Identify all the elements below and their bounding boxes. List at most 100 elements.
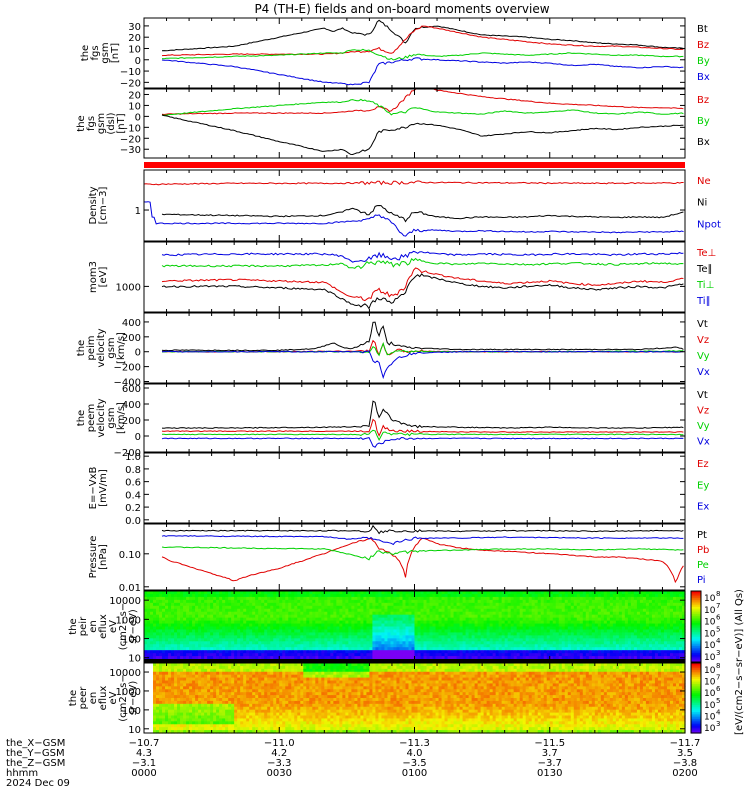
heatmap-cell [432, 629, 437, 634]
heatmap-cell [372, 623, 377, 628]
heatmap-cell [432, 626, 437, 631]
heatmap-cell [294, 608, 298, 613]
heatmap-cell [591, 629, 596, 634]
heatmap-cell [267, 591, 271, 595]
heatmap-cell [540, 644, 545, 648]
heatmap-cell [588, 602, 593, 607]
heatmap-cell [288, 638, 292, 642]
heatmap-cell [420, 617, 425, 622]
heatmap-cell [486, 591, 491, 595]
heatmap-cell [564, 632, 569, 636]
heatmap-cell [201, 591, 205, 595]
heatmap-cell [213, 614, 217, 619]
heatmap-cell [255, 623, 259, 628]
y-axis-label: E=−VxB [88, 467, 99, 510]
heatmap-cell [171, 641, 175, 645]
heatmap-cell [444, 647, 449, 651]
heatmap-cell [468, 620, 473, 625]
heatmap-cell [246, 629, 250, 634]
heatmap-cell [429, 611, 434, 616]
heatmap-cell [339, 650, 343, 654]
heatmap-cell [450, 632, 455, 636]
heatmap-cell [231, 602, 235, 607]
heatmap-cell [216, 611, 220, 616]
heatmap-cell [171, 596, 175, 601]
heatmap-cell [588, 626, 593, 631]
heatmap-cell [456, 614, 461, 619]
heatmap-cell [372, 653, 377, 657]
heatmap-cell [246, 593, 250, 598]
heatmap-cell [342, 608, 346, 613]
heatmap-cell [210, 605, 214, 610]
heatmap-cell [300, 638, 304, 642]
heatmap-cell [318, 629, 322, 634]
heatmap-cell [222, 614, 226, 619]
heatmap-cell [435, 617, 440, 622]
heatmap-cell [666, 656, 671, 660]
heatmap-cell [321, 656, 325, 660]
heatmap-cell [681, 644, 686, 648]
heatmap-cell [429, 591, 434, 595]
heatmap-cell [231, 626, 235, 631]
heatmap-cell [678, 629, 683, 634]
heatmap-cell [396, 641, 401, 645]
heatmap-cell [558, 638, 563, 642]
heatmap-cell [666, 608, 671, 613]
heatmap-cell [618, 656, 623, 660]
heatmap-cell [645, 626, 650, 631]
heatmap-cell [528, 629, 533, 634]
heatmap-cell [573, 602, 578, 607]
heatmap-cell [600, 617, 605, 622]
heatmap-cell [186, 602, 190, 607]
heatmap-cell [183, 644, 187, 648]
heatmap-cell [669, 602, 674, 607]
heatmap-cell [672, 626, 677, 631]
heatmap-cell [477, 635, 482, 639]
heatmap-cell [357, 614, 361, 619]
heatmap-cell [669, 608, 674, 613]
heatmap-cell [447, 593, 452, 598]
heatmap-cell [564, 653, 569, 657]
heatmap-cell [255, 614, 259, 619]
heatmap-cell [390, 593, 395, 598]
heatmap-cell [441, 593, 446, 598]
heatmap-cell [294, 650, 298, 654]
heatmap-cell [582, 596, 587, 601]
heatmap-cell [261, 605, 265, 610]
heatmap-cell [558, 599, 563, 604]
heatmap-cell [255, 644, 259, 648]
heatmap-cell [480, 593, 485, 598]
heatmap-cell [549, 632, 554, 636]
heatmap-cell [681, 608, 686, 613]
heatmap-cell [456, 602, 461, 607]
heatmap-cell [231, 596, 235, 601]
heatmap-cell [657, 611, 662, 616]
heatmap-cell [525, 620, 530, 625]
heatmap-cell [360, 593, 365, 598]
heatmap-cell [171, 614, 175, 619]
heatmap-cell [666, 596, 671, 601]
heatmap-cell [153, 632, 157, 636]
heatmap-cell [471, 602, 476, 607]
heatmap-cell [474, 617, 479, 622]
heatmap-cell [657, 608, 662, 613]
heatmap-cell [462, 650, 467, 654]
heatmap-cell [468, 617, 473, 622]
legend-label: Vy [697, 351, 710, 362]
heatmap-cell [411, 605, 416, 610]
heatmap-cell [666, 602, 671, 607]
heatmap-cell [507, 635, 512, 639]
heatmap-cell [459, 656, 464, 660]
heatmap-cell [564, 629, 569, 634]
heatmap-cell [144, 632, 148, 636]
heatmap-cell [246, 635, 250, 639]
heatmap-cell [663, 605, 668, 610]
heatmap-cell [624, 617, 629, 622]
heatmap-cell [468, 596, 473, 601]
heatmap-cell [165, 608, 169, 613]
heatmap-cell [378, 602, 383, 607]
heatmap-cell [621, 608, 626, 613]
heatmap-cell [525, 644, 530, 648]
heatmap-cell [351, 608, 355, 613]
